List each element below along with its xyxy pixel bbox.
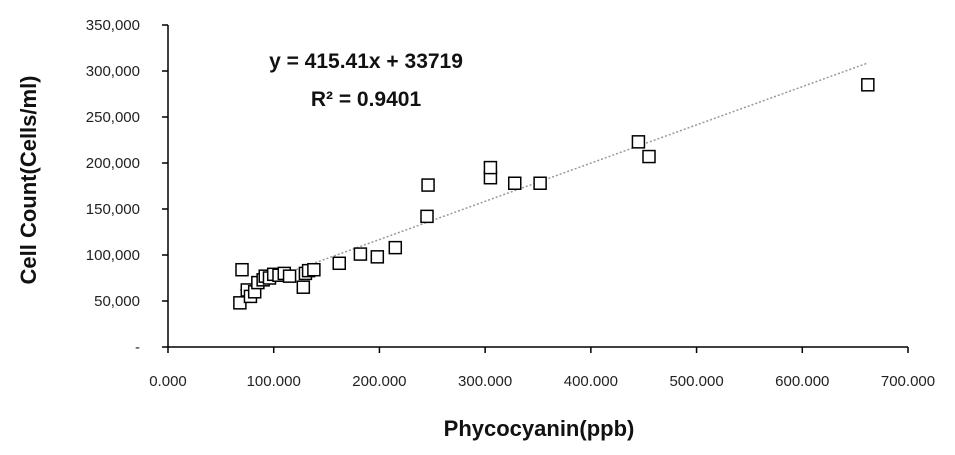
y-axis-ticks: - 50,000 100,000 150,000 200,000 250,000 300,0…: [86, 17, 168, 356]
y-tick-label: 200,000: [86, 155, 140, 172]
data-point: [235, 262, 249, 277]
trendline-equation: y = 415.41x + 33719: [269, 50, 463, 73]
data-point: [533, 176, 547, 190]
y-tick-label: 250,000: [86, 109, 140, 126]
x-tick-label: 600.000: [775, 373, 829, 390]
data-point: [282, 269, 297, 283]
data-point: [483, 160, 498, 175]
x-tick-label: 300.000: [458, 373, 512, 390]
x-axis-ticks: 0.000 100.000 200.000 300.000 400.000 500.000…: [149, 347, 935, 390]
data-point: [332, 256, 347, 271]
y-tick-label: 100,000: [86, 247, 140, 264]
data-point: [861, 78, 875, 92]
x-tick-label: 100.000: [247, 373, 301, 390]
y-tick-label: -: [135, 339, 140, 356]
data-point: [307, 262, 321, 277]
y-tick-label: 150,000: [86, 201, 140, 218]
data-point: [296, 280, 311, 294]
x-tick-label: 400.000: [564, 373, 618, 390]
data-points: [233, 78, 875, 310]
r-squared-label: R² = 0.9401: [311, 88, 422, 111]
data-point: [420, 209, 434, 224]
trendline: [239, 62, 869, 291]
y-axis-title: Cell Count(Cells/ml): [16, 75, 41, 284]
data-point: [388, 240, 403, 255]
data-point: [370, 250, 385, 264]
x-axis-title: Phycocyanin(ppb): [444, 416, 635, 441]
x-tick-label: 700.000: [881, 373, 935, 390]
x-tick-label: 500.000: [669, 373, 723, 390]
data-point: [631, 135, 646, 149]
x-tick-label: 200.000: [352, 373, 406, 390]
data-point: [642, 149, 656, 164]
y-tick-label: 50,000: [94, 293, 140, 310]
x-tick-label: 0.000: [149, 373, 187, 390]
y-tick-label: 350,000: [86, 17, 140, 34]
y-tick-label: 300,000: [86, 63, 140, 80]
data-point: [421, 178, 435, 192]
data-point: [353, 247, 368, 261]
data-point: [507, 176, 522, 190]
